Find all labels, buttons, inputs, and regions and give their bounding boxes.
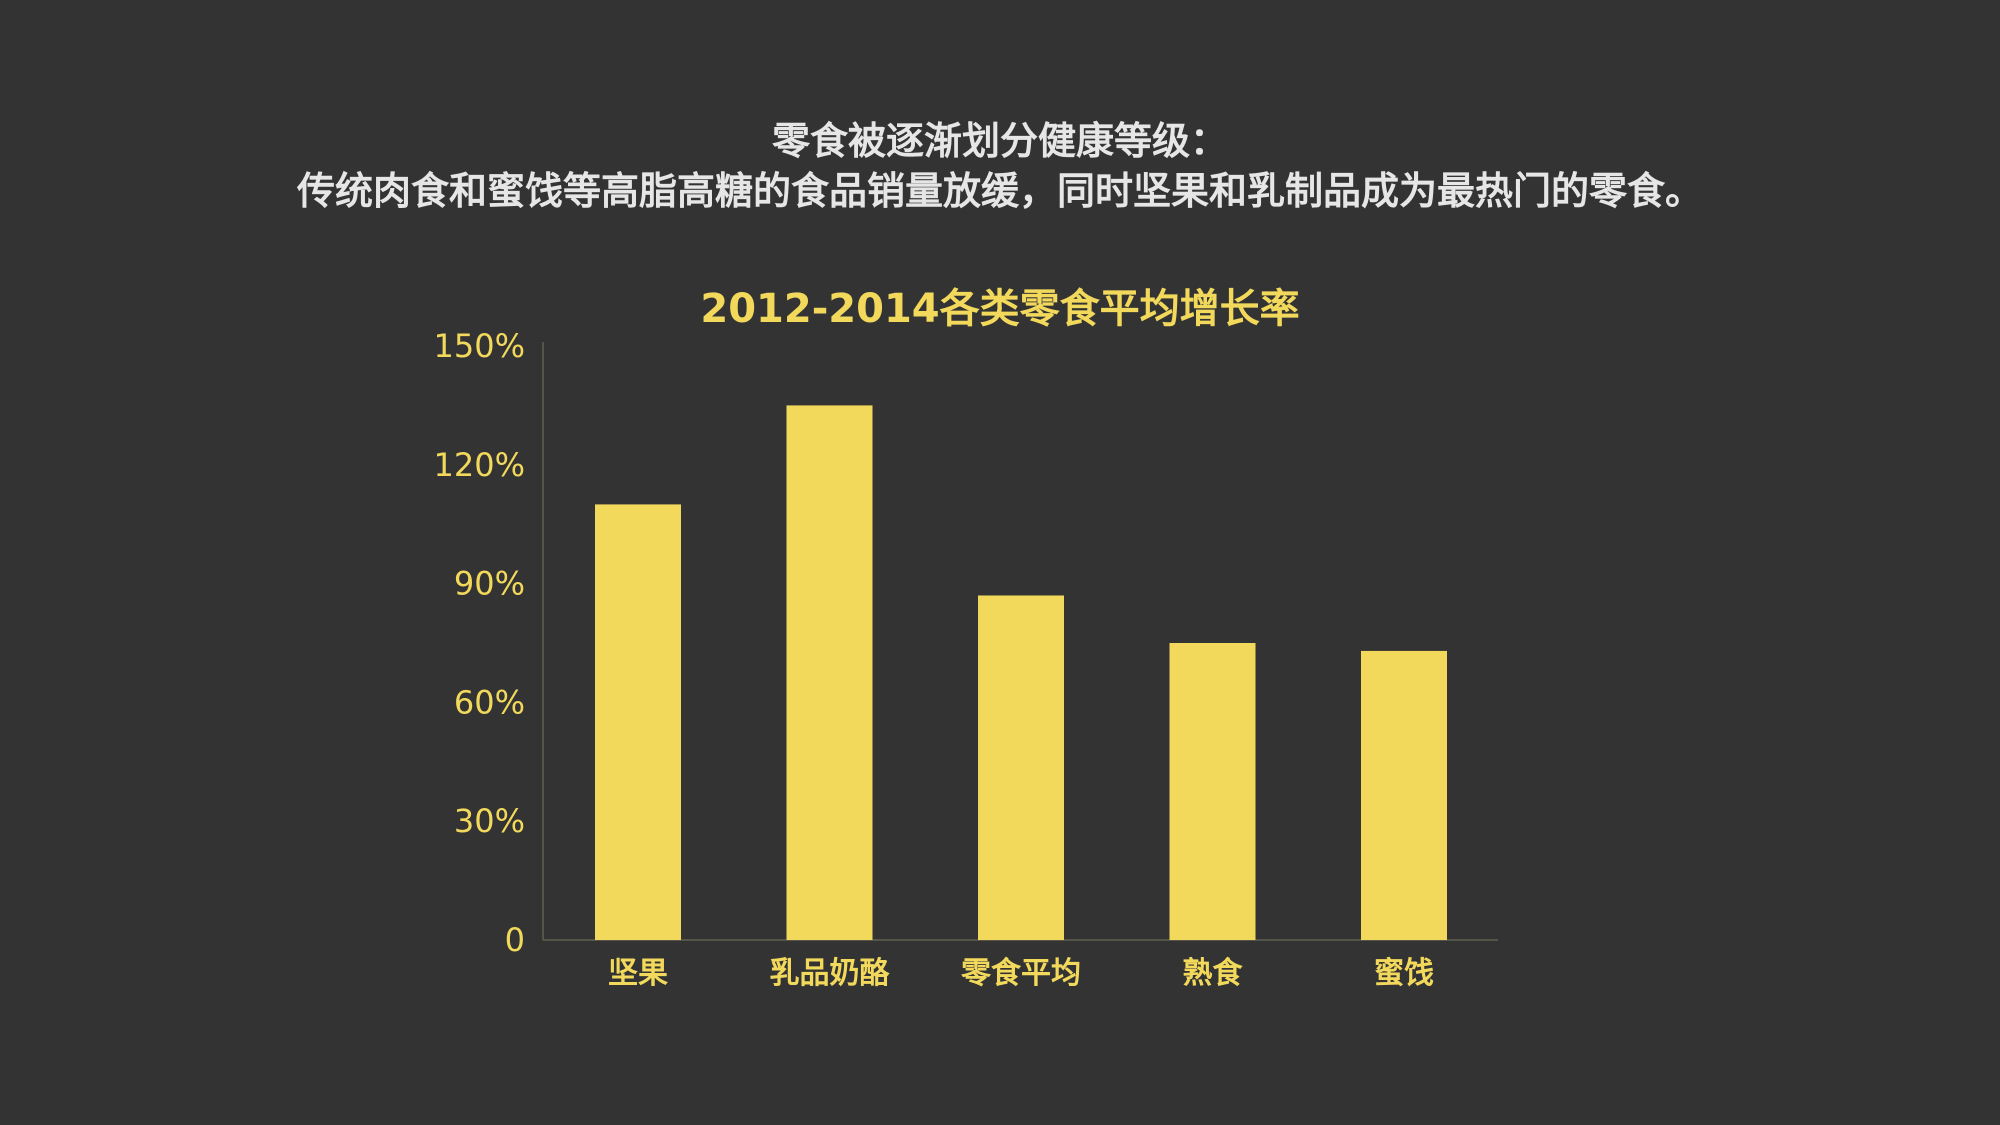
bar-1 <box>595 504 681 940</box>
x-category-label: 蜜饯 <box>1374 956 1434 991</box>
y-tick-label: 150% <box>434 327 525 365</box>
x-category-label: 零食平均 <box>961 956 1081 991</box>
y-tick-label: 0 <box>505 921 525 959</box>
y-tick-label: 120% <box>434 446 525 484</box>
y-tick-label: 30% <box>454 802 525 840</box>
y-tick-label: 90% <box>454 565 525 603</box>
headline: 零食被逐渐划分健康等级： 传统肉食和蜜饯等高脂高糖的食品销量放缓，同时坚果和乳制… <box>0 116 2000 216</box>
headline-line-1: 零食被逐渐划分健康等级： <box>771 119 1228 163</box>
bars <box>595 405 1447 940</box>
bar-3 <box>978 595 1064 940</box>
x-axis-labels: 坚果 乳品奶酪 零食平均 熟食 蜜饯 <box>608 956 1434 991</box>
headline-line-2: 传统肉食和蜜饯等高脂高糖的食品销量放缓，同时坚果和乳制品成为最热门的零食。 <box>296 169 1703 213</box>
bar-4 <box>1169 643 1256 940</box>
y-tick-label: 60% <box>454 683 525 721</box>
x-category-label: 熟食 <box>1183 956 1244 991</box>
x-category-label: 坚果 <box>608 956 668 991</box>
bar-2 <box>786 405 873 940</box>
chart-title: 2012-2014各类零食平均增长率 <box>700 286 1299 332</box>
x-category-label: 乳品奶酪 <box>770 956 891 991</box>
bar-5 <box>1361 650 1447 940</box>
y-axis-ticks: 0 30% 60% 90% 120% 150% <box>434 327 525 959</box>
